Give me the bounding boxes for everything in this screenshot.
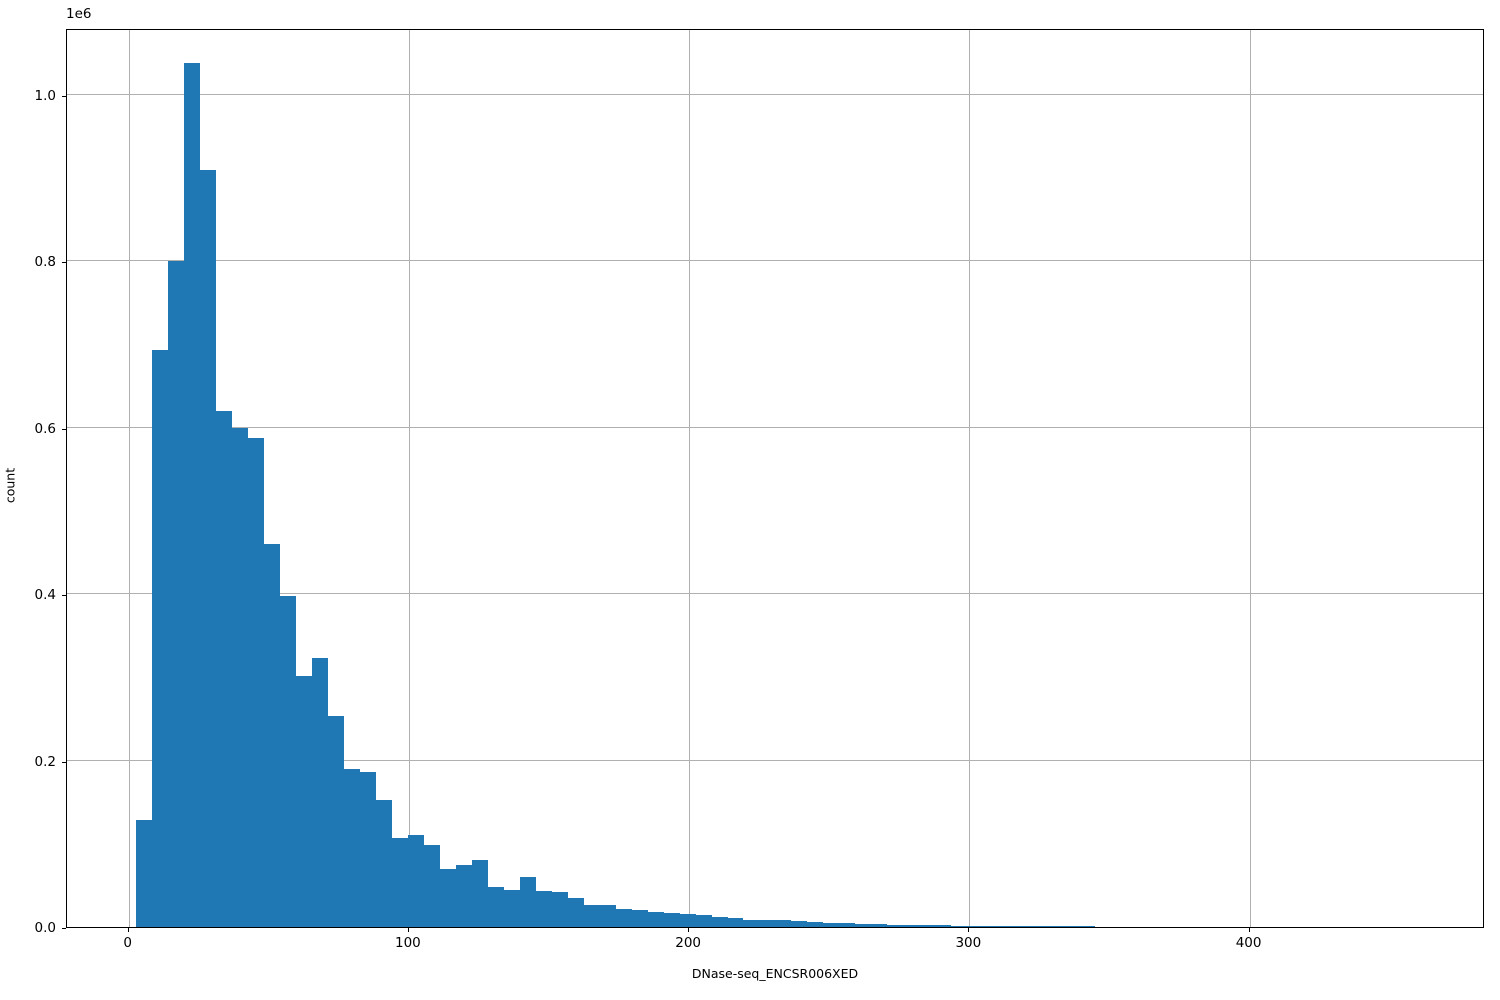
x-tick-mark — [1248, 928, 1250, 932]
histogram-bar — [647, 912, 664, 927]
histogram-bar — [232, 427, 249, 927]
gridline-horizontal — [67, 93, 1483, 95]
y-tick-mark — [62, 761, 66, 763]
histogram-bar — [983, 925, 1000, 927]
histogram-bar — [823, 922, 840, 927]
x-tick-label: 400 — [1235, 935, 1262, 951]
histogram-bar — [136, 820, 153, 927]
histogram-bar — [967, 925, 984, 927]
histogram-bar — [439, 868, 456, 927]
y-axis-offset-text: 1e6 — [66, 6, 92, 22]
y-tick-label: 0.0 — [34, 920, 56, 936]
histogram-bar — [919, 924, 936, 927]
y-tick-mark — [62, 928, 66, 929]
histogram-bar — [184, 62, 201, 927]
histogram-bar — [951, 925, 968, 927]
gridline-vertical — [408, 30, 410, 927]
histogram-bar — [280, 595, 297, 927]
y-tick-mark — [62, 95, 66, 97]
histogram-bar — [503, 889, 520, 927]
histogram-bar — [408, 835, 425, 927]
gridline-vertical — [1249, 30, 1251, 927]
histogram-bar — [871, 923, 888, 927]
histogram-bar — [1015, 925, 1031, 927]
histogram-bars — [67, 30, 1483, 927]
histogram-bar — [344, 768, 361, 927]
histogram-bar — [1046, 925, 1063, 927]
histogram-bar — [328, 716, 345, 927]
histogram-bar — [216, 410, 233, 927]
y-tick-label: 0.2 — [34, 753, 56, 770]
histogram-bar — [711, 917, 728, 927]
histogram-bar — [791, 921, 808, 927]
histogram-bar — [663, 912, 680, 927]
histogram-bar — [887, 924, 904, 927]
y-tick-label: 0.8 — [34, 254, 56, 271]
histogram-bar — [807, 922, 824, 927]
histogram-bar — [471, 859, 488, 927]
gridline-horizontal — [67, 426, 1483, 428]
histogram-bar — [1031, 925, 1047, 927]
histogram-bar — [695, 915, 712, 927]
gridline-vertical — [128, 30, 130, 927]
histogram-bar — [424, 845, 440, 927]
x-tick-mark — [127, 928, 129, 932]
histogram-bar — [615, 908, 632, 927]
histogram-bar — [264, 544, 281, 927]
x-tick-label: 200 — [675, 935, 702, 951]
histogram-bar — [487, 887, 504, 927]
histogram-bar — [519, 877, 536, 927]
x-tick-mark — [968, 928, 970, 932]
histogram-bar — [567, 897, 584, 927]
histogram-bar — [903, 924, 920, 927]
histogram-bar — [152, 350, 169, 927]
x-tick-label: 100 — [394, 935, 421, 951]
x-axis-label: DNase-seq_ENCSR006XED — [691, 966, 859, 981]
histogram-bar — [727, 917, 744, 927]
y-tick-mark — [62, 428, 66, 430]
histogram-bar — [839, 922, 856, 927]
histogram-bar — [999, 925, 1016, 927]
histogram-bar — [392, 837, 409, 927]
histogram-bar — [168, 261, 185, 927]
y-tick-label: 0.4 — [34, 587, 56, 604]
histogram-bar — [455, 864, 472, 927]
x-tick-mark — [407, 928, 409, 932]
gridline-horizontal — [67, 260, 1483, 262]
histogram-bar — [312, 658, 329, 927]
gridline-horizontal — [67, 593, 1483, 595]
histogram-bar — [376, 800, 393, 927]
histogram-bar — [296, 676, 313, 927]
histogram-bar — [775, 920, 792, 927]
y-axis-label: count — [2, 467, 18, 504]
histogram-bar — [551, 892, 568, 927]
histogram-bar — [743, 919, 760, 927]
histogram-bar — [200, 169, 217, 927]
x-tick-mark — [688, 928, 690, 932]
y-tick-label: 0.6 — [34, 420, 56, 437]
histogram-bar — [1062, 925, 1079, 927]
histogram-bar — [1078, 925, 1095, 927]
gridline-vertical — [969, 30, 971, 927]
histogram-bar — [855, 923, 872, 927]
y-tick-mark — [62, 595, 66, 597]
histogram-bar — [679, 913, 696, 927]
y-tick-mark — [62, 262, 66, 264]
histogram-bar — [535, 891, 552, 927]
histogram-bar — [935, 925, 952, 927]
x-tick-label: 0 — [123, 935, 132, 951]
plot-area — [66, 29, 1484, 928]
histogram-bar — [759, 919, 776, 927]
x-tick-label: 300 — [955, 935, 982, 951]
y-tick-label: 1.0 — [34, 87, 56, 104]
histogram-bar — [248, 437, 265, 927]
histogram-bar — [360, 772, 377, 927]
histogram-bar — [583, 904, 600, 927]
histogram-bar — [599, 905, 616, 927]
gridline-vertical — [689, 30, 691, 927]
gridline-horizontal — [67, 759, 1483, 761]
histogram-bar — [631, 910, 648, 927]
